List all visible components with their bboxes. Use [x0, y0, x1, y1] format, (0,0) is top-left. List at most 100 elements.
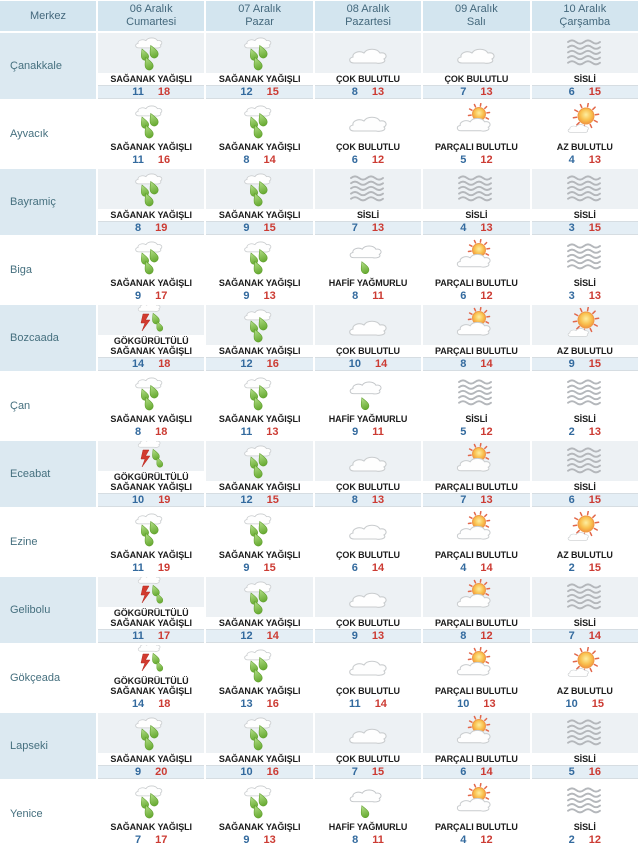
forecast-cell: SAĞANAK YAĞIŞLI 12 14 — [206, 577, 313, 643]
district-yenice[interactable]: Yenice — [0, 781, 96, 847]
rain-showers-icon — [206, 305, 313, 345]
temperature-range: 11 13 — [206, 425, 312, 439]
column-header-day-2: 08 Aralık Pazartesi — [314, 1, 422, 31]
condition-label: SİSLİ — [531, 481, 638, 493]
max-temp: 15 — [266, 86, 279, 98]
temperature-range: 11 14 — [315, 697, 421, 711]
district-lapseki[interactable]: Lapseki — [0, 713, 96, 779]
condition-label: PARÇALI BULUTLU — [423, 753, 530, 765]
forecast-cell: SAĞANAK YAĞIŞLI 9 13 — [206, 781, 313, 847]
partly-cloudy-icon — [423, 305, 530, 345]
cloudy-icon — [315, 645, 421, 685]
fog-icon — [423, 169, 530, 209]
max-temp: 19 — [157, 562, 171, 574]
header-day-name: Çarşamba — [559, 16, 611, 28]
forecast-cell: ÇOK BULUTLU 8 13 — [314, 33, 422, 99]
light-rain-icon — [315, 781, 421, 821]
max-temp: 12 — [480, 154, 493, 166]
thunderstorm-showers-icon — [98, 441, 205, 471]
min-temp: 3 — [568, 290, 575, 302]
district-ayvacik[interactable]: Ayvacık — [0, 101, 96, 167]
column-header-day-3: 09 Aralık Salı — [423, 1, 530, 31]
max-temp: 13 — [480, 86, 493, 98]
forecast-cell: SAĞANAK YAĞIŞLI 12 16 — [206, 305, 313, 371]
min-temp: 8 — [352, 290, 359, 302]
district-ezine[interactable]: Ezine — [0, 509, 96, 575]
min-temp: 14 — [131, 698, 145, 710]
mostly-sunny-icon — [532, 509, 638, 549]
mostly-sunny-icon — [532, 645, 638, 685]
max-temp: 14 — [266, 630, 279, 642]
district-bayramic[interactable]: Bayramiç — [0, 169, 96, 235]
temperature-range: 7 13 — [314, 221, 422, 235]
district-bozcaada[interactable]: Bozcaada — [0, 305, 96, 371]
temperature-range: 4 13 — [423, 221, 530, 235]
forecast-cell: ÇOK BULUTLU 6 14 — [314, 509, 422, 575]
condition-label: GÖKGÜRÜLTÜLÜ SAĞANAK YAĞIŞLI — [98, 607, 205, 629]
temperature-range: 3 13 — [532, 289, 638, 303]
temperature-range: 6 14 — [315, 561, 421, 575]
district-can[interactable]: Çan — [0, 373, 96, 439]
temperature-range: 4 14 — [423, 561, 529, 575]
condition-label: SAĞANAK YAĞIŞLI — [206, 617, 313, 629]
temperature-range: 2 15 — [532, 561, 638, 575]
min-temp: 8 — [460, 630, 467, 642]
forecast-cell: SAĞANAK YAĞIŞLI 9 15 — [206, 509, 313, 575]
max-temp: 13 — [588, 154, 601, 166]
rain-showers-icon — [206, 509, 312, 549]
forecast-cell: ÇOK BULUTLU 8 13 — [314, 441, 422, 507]
thunderstorm-showers-icon — [98, 645, 204, 675]
district-eceabat[interactable]: Eceabat — [0, 441, 96, 507]
condition-label: GÖKGÜRÜLTÜLÜ SAĞANAK YAĞIŞLI — [98, 675, 205, 697]
min-temp: 11 — [240, 426, 253, 438]
condition-label: HAFİF YAĞMURLU — [314, 821, 422, 833]
fog-icon — [532, 237, 638, 277]
forecast-cell: SAĞANAK YAĞIŞLI 9 20 — [98, 713, 205, 779]
max-temp: 12 — [480, 630, 493, 642]
min-temp: 7 — [460, 494, 467, 506]
max-temp: 13 — [371, 222, 385, 234]
min-temp: 10 — [457, 698, 470, 710]
temperature-range: 10 15 — [532, 697, 638, 711]
min-temp: 11 — [349, 698, 361, 710]
max-temp: 17 — [157, 630, 171, 642]
fog-icon — [531, 713, 638, 753]
temperature-range: 9 15 — [531, 357, 638, 371]
district-canakkale[interactable]: Çanakkale — [0, 33, 96, 99]
forecast-cell: SAĞANAK YAĞIŞLI 11 18 — [98, 33, 205, 99]
rain-showers-icon — [206, 645, 312, 685]
forecast-cell: SAĞANAK YAĞIŞLI 10 16 — [206, 713, 313, 779]
min-temp: 4 — [460, 562, 467, 574]
condition-label: PARÇALI BULUTLU — [423, 345, 530, 357]
forecast-cell: SAĞANAK YAĞIŞLI 11 19 — [98, 509, 205, 575]
max-temp: 11 — [372, 834, 384, 846]
min-temp: 8 — [135, 222, 142, 234]
forecast-cell: SAĞANAK YAĞIŞLI 9 15 — [206, 169, 313, 235]
min-temp: 9 — [352, 426, 359, 438]
light-rain-icon — [315, 237, 421, 277]
temperature-range: 7 17 — [98, 833, 204, 847]
condition-label: ÇOK BULUTLU — [314, 345, 422, 357]
forecast-cell: GÖKGÜRÜLTÜLÜ SAĞANAK YAĞIŞLI 10 19 — [98, 441, 205, 507]
max-temp: 18 — [157, 86, 171, 98]
forecast-cell: PARÇALI BULUTLU 6 14 — [423, 713, 530, 779]
temperature-range: 14 18 — [98, 357, 205, 371]
temperature-range: 12 15 — [206, 85, 313, 99]
condition-label: ÇOK BULUTLU — [314, 685, 422, 697]
condition-label: HAFİF YAĞMURLU — [314, 277, 422, 289]
district-gokceada[interactable]: Gökçeada — [0, 645, 96, 711]
temperature-range: 9 20 — [98, 765, 205, 779]
max-temp: 13 — [371, 86, 385, 98]
rain-showers-icon — [206, 33, 313, 73]
max-temp: 15 — [263, 562, 276, 574]
min-temp: 2 — [568, 834, 575, 846]
district-gelibolu[interactable]: Gelibolu — [0, 577, 96, 643]
temperature-range: 4 12 — [423, 833, 529, 847]
forecast-cell: PARÇALI BULUTLU 8 12 — [423, 577, 530, 643]
condition-label: SAĞANAK YAĞIŞLI — [206, 413, 313, 425]
district-biga[interactable]: Biga — [0, 237, 96, 303]
temperature-range: 2 13 — [532, 425, 638, 439]
temperature-range: 2 12 — [532, 833, 638, 847]
min-temp: 7 — [135, 834, 142, 846]
condition-label: SAĞANAK YAĞIŞLI — [206, 209, 313, 221]
